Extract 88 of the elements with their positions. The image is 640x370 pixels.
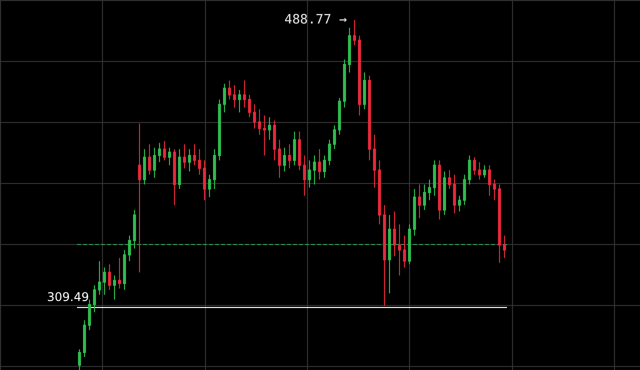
- candlestick: [218, 98, 221, 161]
- candlestick: [143, 148, 146, 185]
- candlestick: [208, 174, 211, 198]
- candlestick: [263, 115, 266, 156]
- candlestick: [113, 275, 116, 300]
- candlestick: [463, 174, 466, 206]
- candlestick: [303, 154, 306, 196]
- candlestick: [183, 144, 186, 169]
- candlestick: [438, 160, 441, 220]
- candlestick: [368, 75, 371, 161]
- candlestick: [393, 210, 396, 257]
- candlestick: [388, 214, 391, 294]
- candlestick: [153, 147, 156, 178]
- candlestick: [398, 224, 401, 276]
- candlestick: [453, 174, 456, 214]
- candlestick: [258, 108, 261, 136]
- candlestick: [363, 72, 366, 110]
- candlestick: [488, 164, 491, 196]
- candlestick: [418, 184, 421, 219]
- candlestick: [203, 160, 206, 201]
- candlestick: [328, 139, 331, 166]
- candlestick: [433, 160, 436, 196]
- candlestick: [428, 179, 431, 201]
- candlestick: [93, 284, 96, 313]
- candlestick: [88, 299, 91, 331]
- candlestick: [133, 210, 136, 250]
- candlestick: [413, 188, 416, 236]
- candlestick: [448, 170, 451, 190]
- candlestick: [503, 235, 506, 258]
- candlestick: [333, 124, 336, 150]
- candlestick: [353, 20, 356, 46]
- candlestick: [238, 90, 241, 113]
- candlestick: [483, 164, 486, 178]
- candlestick: [288, 144, 291, 169]
- candlestick: [148, 144, 151, 176]
- candlestick: [78, 348, 81, 370]
- candlestick: [298, 131, 301, 171]
- annotation: 488.77 →: [284, 12, 348, 28]
- candlestick: [458, 195, 461, 212]
- candlestick: [468, 154, 471, 185]
- candlestick: [98, 260, 101, 296]
- candlestick: [473, 156, 476, 176]
- candlestick: [188, 148, 191, 172]
- candlestick: [293, 131, 296, 166]
- candlestick: [268, 116, 271, 140]
- candlestick: [478, 162, 481, 180]
- candlestick: [408, 224, 411, 265]
- candlestick: [493, 179, 496, 201]
- candlestick: [138, 123, 141, 273]
- candlestick: [198, 148, 201, 176]
- candlestick: [323, 154, 326, 178]
- annotation: 309.49: [47, 290, 89, 304]
- candlestick: [308, 160, 311, 188]
- candlestick: [283, 147, 286, 172]
- candlestick: [83, 320, 86, 358]
- candlestick: [103, 266, 106, 296]
- candlestick: [128, 235, 131, 262]
- candlestick: [373, 134, 376, 188]
- candlestick: [243, 80, 246, 108]
- candlestick: [338, 98, 341, 136]
- candlestick: [318, 148, 321, 180]
- candlestick: [273, 120, 276, 161]
- candlestick: [228, 80, 231, 100]
- candlestick: [118, 258, 121, 289]
- candlestick: [498, 184, 501, 264]
- candlestick: [168, 147, 171, 166]
- candlestick: [233, 84, 236, 108]
- candlestick: [443, 171, 446, 216]
- candlestick: [178, 148, 181, 190]
- candlestick: [378, 160, 381, 225]
- candlestick: [213, 148, 216, 190]
- candlestick: [343, 59, 346, 108]
- candlestick: [193, 144, 196, 166]
- candlestick: [383, 204, 386, 306]
- candlestick: [313, 154, 316, 185]
- candlestick: [248, 94, 251, 118]
- candlestick: [358, 35, 361, 116]
- candlestick: [403, 235, 406, 268]
- candlestick: [173, 148, 176, 206]
- candlestick: [163, 140, 166, 161]
- candlestick: [423, 184, 426, 211]
- candlestick: [123, 249, 126, 290]
- candlestick: [278, 139, 281, 178]
- candlestick: [223, 83, 226, 113]
- candlestick: [253, 104, 256, 129]
- candlestick: [158, 142, 161, 163]
- candlestick: [348, 27, 351, 73]
- candlestick: [108, 264, 111, 290]
